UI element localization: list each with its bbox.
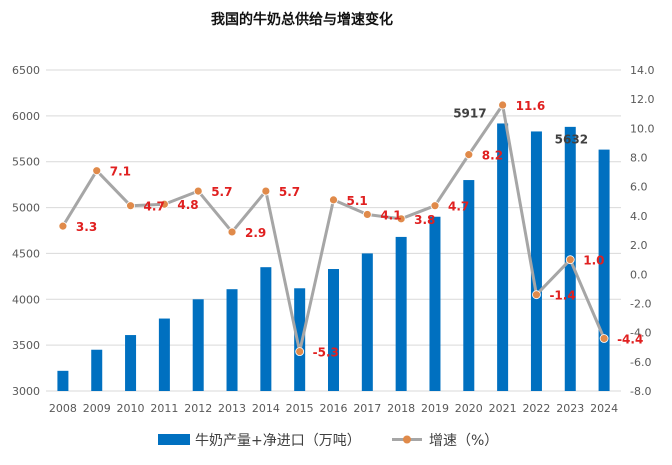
x-tick-label: 2019 [421, 402, 449, 415]
data-labels: 5917 5632 3.3 7.1 4.7 4.8 5.7 2.9 5.7 -5.3 5.1 4.1 3… [76, 99, 643, 360]
growth-marker [58, 221, 68, 231]
growth-data-label: 11.6 [516, 99, 546, 113]
chart-title: 我国的牛奶总供给与增速变化 [211, 11, 393, 28]
y-left-tick-label: 4000 [12, 293, 40, 306]
growth-data-label: -5.3 [313, 346, 339, 360]
growth-data-label: 1.0 [583, 254, 604, 268]
bar [57, 370, 69, 391]
bar [125, 335, 137, 391]
y-right-tick-label: 8.0 [630, 152, 648, 165]
y-left-tick-label: 5500 [12, 156, 40, 169]
legend-bar-swatch [158, 434, 190, 445]
growth-marker [565, 255, 575, 265]
y-right-tick-label: -2.0 [630, 297, 651, 310]
bar [91, 349, 103, 391]
bar [260, 267, 272, 391]
y-right-tick-label: 0.0 [630, 268, 648, 281]
bar [361, 253, 373, 391]
growth-marker [92, 166, 102, 176]
growth-data-label: 4.7 [144, 200, 165, 214]
growth-marker [396, 214, 406, 224]
growth-marker [193, 186, 203, 196]
y-right-tick-label: 12.0 [630, 93, 655, 106]
bar [598, 149, 610, 391]
legend: 牛奶产量+净进口（万吨） 增速（%） [158, 433, 498, 449]
y-right-tick-label: -4.0 [630, 327, 651, 340]
growth-marker [295, 347, 305, 357]
growth-marker [498, 100, 508, 110]
bar [294, 288, 306, 391]
x-tick-label: 2023 [556, 402, 584, 415]
x-tick-label: 2014 [252, 402, 280, 415]
bar [497, 123, 509, 392]
bar [226, 289, 238, 391]
growth-data-label: 5.1 [347, 194, 368, 208]
growth-marker [261, 186, 271, 196]
x-tick-label: 2015 [286, 402, 314, 415]
bar-data-label: 5632 [555, 133, 588, 147]
x-tick-label: 2021 [489, 402, 517, 415]
bar [192, 299, 204, 391]
bar-data-label: 5917 [453, 106, 486, 120]
legend-line-marker [403, 435, 411, 444]
growth-marker [532, 290, 541, 300]
growth-data-label: 5.7 [279, 185, 300, 199]
growth-marker [126, 201, 135, 211]
y-right-tick-label: 2.0 [630, 239, 648, 252]
growth-data-label: 4.8 [177, 198, 198, 212]
growth-data-label: -1.4 [549, 289, 575, 303]
growth-marker [464, 150, 474, 160]
bar [395, 236, 407, 391]
y-right-tick-label: -8.0 [630, 385, 651, 398]
y-left-tick-label: 6500 [12, 64, 40, 77]
x-tick-label: 2013 [218, 402, 246, 415]
growth-marker [599, 334, 609, 343]
growth-marker [430, 201, 440, 211]
bar [463, 180, 475, 391]
y-left-tick-label: 6000 [12, 110, 40, 123]
growth-data-label: 7.1 [110, 165, 131, 179]
x-tick-label: 2018 [387, 402, 415, 415]
growth-data-label: 8.2 [482, 149, 503, 163]
growth-data-label: 2.9 [245, 226, 266, 240]
x-tick-label: 2020 [455, 402, 483, 415]
legend-line-label: 增速（%） [429, 433, 498, 449]
growth-marker [227, 227, 237, 237]
growth-data-label: 4.7 [448, 200, 469, 214]
x-tick-label: 2010 [117, 402, 145, 415]
y-right-tick-label: 6.0 [630, 181, 648, 194]
bar [429, 216, 441, 391]
legend-bar-label: 牛奶产量+净进口（万吨） [195, 433, 361, 449]
line-series [58, 100, 609, 357]
x-tick-label: 2016 [320, 402, 348, 415]
growth-data-label: 5.7 [211, 185, 232, 199]
x-tick-label: 2024 [590, 402, 618, 415]
x-tick-label: 2009 [83, 402, 111, 415]
x-tick-label: 2012 [184, 402, 212, 415]
growth-data-label: 4.1 [380, 208, 401, 222]
bar [530, 131, 542, 391]
y-right-tick-label: 4.0 [630, 210, 648, 223]
y-left-tick-label: 3500 [12, 339, 40, 352]
x-tick-label: 2011 [150, 402, 178, 415]
growth-marker [329, 195, 338, 205]
growth-data-label: 3.8 [414, 213, 435, 227]
y-left-tick-label: 4500 [12, 247, 40, 260]
growth-marker [362, 210, 372, 219]
bar [328, 269, 339, 391]
y-right-tick-label: 10.0 [630, 122, 655, 135]
y-left-tick-label: 5000 [12, 202, 40, 215]
x-tick-label: 2017 [353, 402, 381, 415]
y-right-tick-label: 14.0 [630, 64, 655, 77]
bar [158, 318, 170, 391]
axes: 3000 3500 4000 4500 5000 5500 6000 6500 -8.0 -6.0… [12, 64, 655, 415]
y-left-tick-label: 3000 [12, 385, 40, 398]
y-right-tick-label: -6.0 [630, 356, 651, 369]
growth-marker [159, 199, 169, 209]
x-tick-label: 2022 [522, 402, 550, 415]
growth-data-label: -4.4 [617, 332, 643, 346]
x-tick-label: 2008 [49, 402, 77, 415]
growth-data-label: 3.3 [76, 220, 97, 234]
